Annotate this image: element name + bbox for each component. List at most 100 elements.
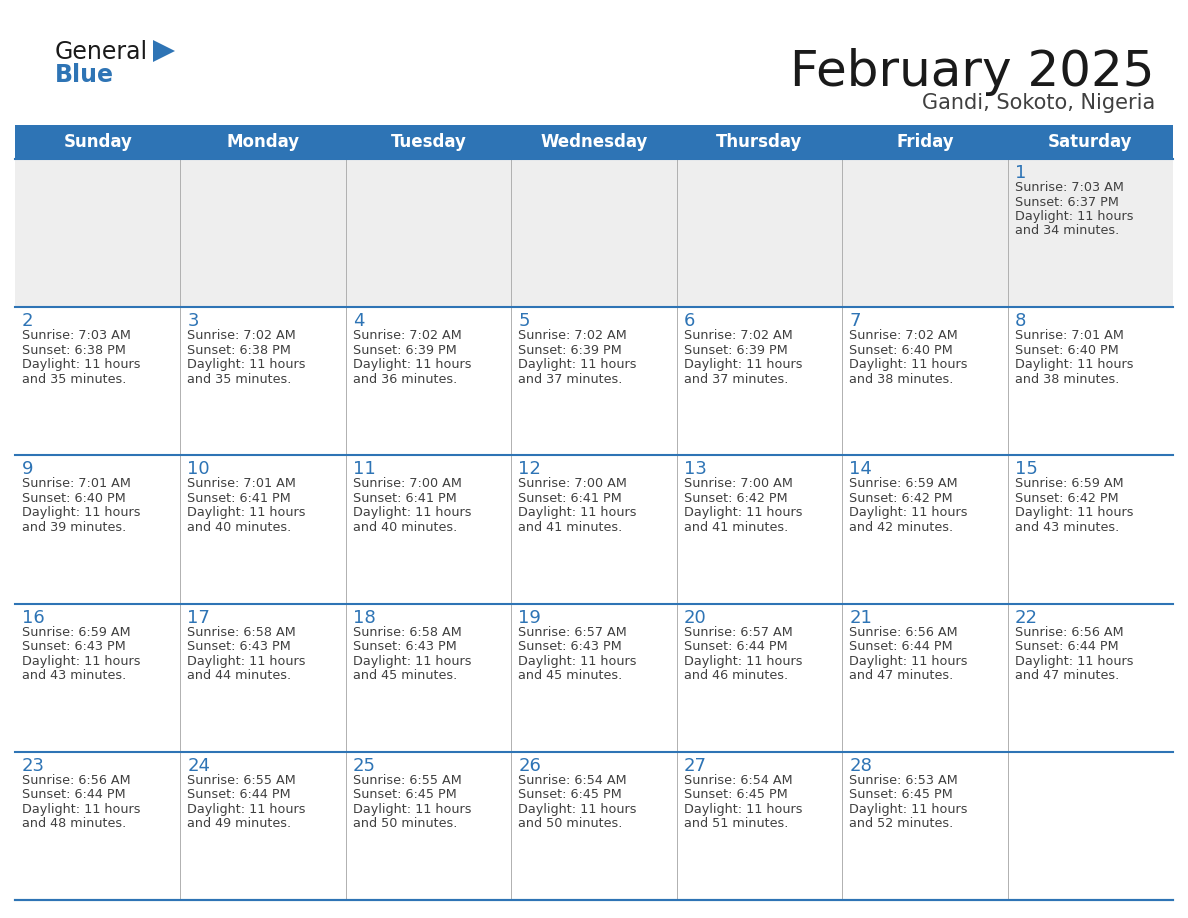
Bar xyxy=(511,604,677,752)
Text: Sunrise: 6:53 AM: Sunrise: 6:53 AM xyxy=(849,774,958,787)
Text: 7: 7 xyxy=(849,312,860,330)
Text: 15: 15 xyxy=(1015,461,1037,478)
Text: Sunrise: 7:00 AM: Sunrise: 7:00 AM xyxy=(518,477,627,490)
Text: 13: 13 xyxy=(684,461,707,478)
Text: and 36 minutes.: and 36 minutes. xyxy=(353,373,457,386)
Text: Daylight: 11 hours: Daylight: 11 hours xyxy=(23,655,140,667)
Text: Sunset: 6:39 PM: Sunset: 6:39 PM xyxy=(353,343,456,357)
Text: and 51 minutes.: and 51 minutes. xyxy=(684,817,788,830)
Text: Daylight: 11 hours: Daylight: 11 hours xyxy=(353,507,472,520)
Bar xyxy=(346,752,511,900)
Text: Sunrise: 6:56 AM: Sunrise: 6:56 AM xyxy=(1015,625,1123,639)
Bar xyxy=(15,455,181,604)
Text: Sunrise: 7:02 AM: Sunrise: 7:02 AM xyxy=(518,330,627,342)
Text: and 42 minutes.: and 42 minutes. xyxy=(849,521,953,534)
Text: Daylight: 11 hours: Daylight: 11 hours xyxy=(518,655,637,667)
Bar xyxy=(181,455,346,604)
Text: 8: 8 xyxy=(1015,312,1026,330)
Text: Blue: Blue xyxy=(55,63,114,87)
Text: General: General xyxy=(55,40,148,64)
Text: Sunrise: 6:57 AM: Sunrise: 6:57 AM xyxy=(684,625,792,639)
Text: Sunset: 6:43 PM: Sunset: 6:43 PM xyxy=(23,640,126,653)
Text: and 37 minutes.: and 37 minutes. xyxy=(518,373,623,386)
Text: Sunset: 6:43 PM: Sunset: 6:43 PM xyxy=(188,640,291,653)
Text: Sunset: 6:42 PM: Sunset: 6:42 PM xyxy=(849,492,953,505)
Bar xyxy=(677,308,842,455)
Text: Sunrise: 6:55 AM: Sunrise: 6:55 AM xyxy=(353,774,462,787)
Text: and 40 minutes.: and 40 minutes. xyxy=(353,521,457,534)
Text: 28: 28 xyxy=(849,756,872,775)
Bar xyxy=(15,604,181,752)
Text: 5: 5 xyxy=(518,312,530,330)
Text: 10: 10 xyxy=(188,461,210,478)
Text: Daylight: 11 hours: Daylight: 11 hours xyxy=(684,655,802,667)
Text: 1: 1 xyxy=(1015,164,1026,182)
Text: and 50 minutes.: and 50 minutes. xyxy=(518,817,623,830)
Text: Sunset: 6:44 PM: Sunset: 6:44 PM xyxy=(849,640,953,653)
Text: Daylight: 11 hours: Daylight: 11 hours xyxy=(188,358,307,371)
Bar xyxy=(1007,752,1173,900)
Text: Sunset: 6:37 PM: Sunset: 6:37 PM xyxy=(1015,196,1118,208)
Text: Sunrise: 7:03 AM: Sunrise: 7:03 AM xyxy=(1015,181,1124,194)
Text: Saturday: Saturday xyxy=(1048,133,1132,151)
Text: and 45 minutes.: and 45 minutes. xyxy=(518,669,623,682)
Bar xyxy=(15,308,181,455)
Text: 25: 25 xyxy=(353,756,375,775)
Text: Sunset: 6:43 PM: Sunset: 6:43 PM xyxy=(518,640,623,653)
Text: Daylight: 11 hours: Daylight: 11 hours xyxy=(684,803,802,816)
Text: Monday: Monday xyxy=(227,133,299,151)
Text: Daylight: 11 hours: Daylight: 11 hours xyxy=(518,358,637,371)
Text: 18: 18 xyxy=(353,609,375,627)
Bar xyxy=(677,159,842,308)
Text: Sunset: 6:41 PM: Sunset: 6:41 PM xyxy=(188,492,291,505)
Text: Daylight: 11 hours: Daylight: 11 hours xyxy=(1015,507,1133,520)
Text: 23: 23 xyxy=(23,756,45,775)
Text: Tuesday: Tuesday xyxy=(391,133,467,151)
Text: and 44 minutes.: and 44 minutes. xyxy=(188,669,291,682)
Text: 9: 9 xyxy=(23,461,33,478)
Text: Wednesday: Wednesday xyxy=(541,133,647,151)
Text: 22: 22 xyxy=(1015,609,1037,627)
Text: Sunset: 6:40 PM: Sunset: 6:40 PM xyxy=(23,492,126,505)
Text: Sunrise: 7:02 AM: Sunrise: 7:02 AM xyxy=(849,330,958,342)
Text: Sunset: 6:44 PM: Sunset: 6:44 PM xyxy=(684,640,788,653)
Text: Daylight: 11 hours: Daylight: 11 hours xyxy=(23,803,140,816)
Text: Sunrise: 7:03 AM: Sunrise: 7:03 AM xyxy=(23,330,131,342)
Bar xyxy=(1007,308,1173,455)
Text: Daylight: 11 hours: Daylight: 11 hours xyxy=(849,803,968,816)
Text: 2: 2 xyxy=(23,312,33,330)
Text: Sunrise: 6:59 AM: Sunrise: 6:59 AM xyxy=(1015,477,1123,490)
Text: Sunrise: 7:02 AM: Sunrise: 7:02 AM xyxy=(353,330,462,342)
Text: Daylight: 11 hours: Daylight: 11 hours xyxy=(353,358,472,371)
Text: Sunrise: 6:59 AM: Sunrise: 6:59 AM xyxy=(849,477,958,490)
Text: Sunset: 6:44 PM: Sunset: 6:44 PM xyxy=(23,789,126,801)
Text: 26: 26 xyxy=(518,756,542,775)
Text: Sunset: 6:39 PM: Sunset: 6:39 PM xyxy=(518,343,623,357)
Bar xyxy=(346,308,511,455)
Text: Sunset: 6:40 PM: Sunset: 6:40 PM xyxy=(1015,343,1118,357)
Text: and 43 minutes.: and 43 minutes. xyxy=(23,669,126,682)
Text: 4: 4 xyxy=(353,312,365,330)
Bar xyxy=(677,455,842,604)
Text: Daylight: 11 hours: Daylight: 11 hours xyxy=(1015,655,1133,667)
Bar xyxy=(15,159,181,308)
Bar xyxy=(842,455,1007,604)
Text: Sunrise: 6:57 AM: Sunrise: 6:57 AM xyxy=(518,625,627,639)
Bar xyxy=(181,159,346,308)
Text: Gandi, Sokoto, Nigeria: Gandi, Sokoto, Nigeria xyxy=(922,93,1155,113)
Text: 19: 19 xyxy=(518,609,542,627)
Text: Sunrise: 6:59 AM: Sunrise: 6:59 AM xyxy=(23,625,131,639)
Bar xyxy=(677,604,842,752)
Text: and 50 minutes.: and 50 minutes. xyxy=(353,817,457,830)
Text: 14: 14 xyxy=(849,461,872,478)
Text: and 38 minutes.: and 38 minutes. xyxy=(849,373,954,386)
Text: Daylight: 11 hours: Daylight: 11 hours xyxy=(849,358,968,371)
Text: Daylight: 11 hours: Daylight: 11 hours xyxy=(684,507,802,520)
Text: and 35 minutes.: and 35 minutes. xyxy=(23,373,126,386)
Text: 6: 6 xyxy=(684,312,695,330)
Bar xyxy=(842,604,1007,752)
Text: 24: 24 xyxy=(188,756,210,775)
Text: Sunrise: 6:56 AM: Sunrise: 6:56 AM xyxy=(23,774,131,787)
Text: Daylight: 11 hours: Daylight: 11 hours xyxy=(188,507,307,520)
Text: and 47 minutes.: and 47 minutes. xyxy=(849,669,954,682)
